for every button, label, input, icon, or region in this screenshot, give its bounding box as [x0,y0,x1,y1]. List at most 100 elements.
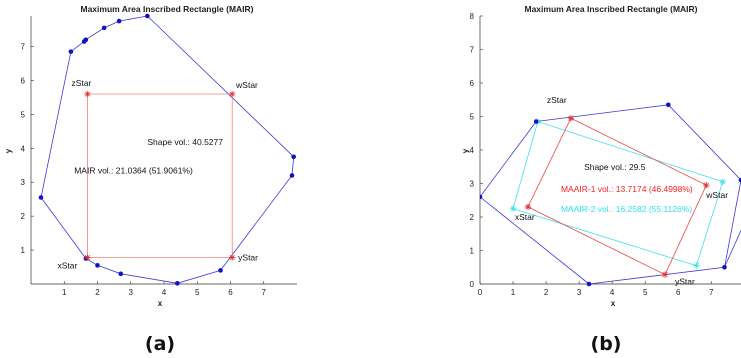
panel-b-annotation: MAAIR-1 vol.: 13.7174 (46.4998%) [561,184,693,194]
panel-b-ytick-label: 4 [470,146,475,155]
panel-b-plot: 0 1 2 3 4 5 6 7 0 1 2 3 4 5 6 7 8 xStar yStar wStar zStar Sha… [470,12,741,297]
panel-b-xtick-label: 6 [676,288,681,297]
panel-a-ytick-label: 6 [21,76,26,85]
panel-a-ytick-label: 5 [21,110,26,119]
panel-b-ytick-label: 2 [470,213,475,222]
panel-a-corner-label: yStar [238,253,258,263]
panel-a-corner-star [84,90,91,98]
panel-b: Maximum Area Inscribed Rectangle (MAIR) … [461,4,741,355]
caption-a: (a) [145,333,175,355]
panel-a-corner-star-glyph [228,254,236,261]
panel-b-title: Maximum Area Inscribed Rectangle (MAIR) [524,4,697,14]
panel-a-shape-point [118,271,124,277]
panel-a-shape-point [289,173,295,178]
panel-b-maair1-star-glyph [524,203,532,211]
panel-b-maair1-star-glyph [661,271,669,278]
panel-b-ytick-label: 3 [470,180,475,189]
panel-b-xlabel: x [611,299,616,308]
panel-a-plot: 1 2 3 4 5 6 7 1 2 3 4 5 6 7 xStar yStar wStar zStar Shape … [21,13,297,297]
panel-b-maair1-star [661,271,669,278]
panel-a-shape-point [38,195,44,200]
panel-a-ytick-label: 4 [21,144,26,153]
panel-a-shape-point [175,281,180,286]
panel-b-shape-point [586,281,592,287]
panel-b-maair1-star [703,181,710,189]
panel-a-corner-label: zStar [72,78,92,88]
panel-a-xtick-label: 7 [262,288,267,297]
panel-b-maair2-star [693,262,700,269]
panel-b-shape-edge [480,196,590,285]
panel-a-shape-point [68,49,74,54]
panel-a-corner-star [84,254,91,261]
panel-a-xtick-label: 6 [228,288,233,297]
panel-b-xtick-label: 1 [511,288,516,297]
panel-b-shape-point [738,177,741,183]
panel-a-ylabel: y [4,148,13,153]
panel-b-ylabel: y [461,148,470,153]
panel-b-xtick-label: 2 [544,288,549,297]
panel-a-xtick-label: 4 [162,288,167,297]
panel-b-ytick-label: 5 [470,113,475,122]
panel-a-xtick-label: 1 [62,288,67,297]
panel-b-shape-edge [724,230,741,268]
panel-b-corner-label: wStar [705,190,728,200]
caption-b: (b) [591,333,622,355]
panel-a-xtick-label: 3 [129,288,134,297]
panel-b-xtick-label: 3 [577,288,582,297]
panel-b-xtick-label: 7 [709,288,714,297]
panel-b-corner-label: yStar [675,277,695,287]
panel-a-xlabel: x [158,299,163,308]
panel-a-corner-star-glyph [228,90,236,98]
panel-a-xtick-label: 2 [95,288,100,297]
panel-b-corner-label: zStar [547,95,567,105]
panel-b-shape-point [480,194,483,200]
panel-a-annotation: Shape vol.: 40.5277 [147,137,223,147]
panel-a-shape-point [116,18,122,24]
panel-b-corner-label: xStar [515,212,535,222]
panel-b-annotation: Shape vol.: 29.5 [584,162,646,172]
panel-b-maair1-star-glyph [567,114,575,122]
panel-b-xtick-label: 4 [610,288,615,297]
panel-b-maair1-rectangle [527,117,707,276]
panel-b-maair1-star-glyph [703,181,710,189]
panel-b-ytick-label: 1 [470,247,475,256]
panel-b-maair2-star-glyph [509,205,517,212]
panel-b-plot-area [480,102,741,287]
panel-b-shape-point [722,264,727,270]
panel-b-shape-point [533,119,539,124]
panel-a-corner-star-glyph [84,254,91,261]
panel-a-annotation: MAIR vol.: 21.0364 (51.9061%) [74,166,193,176]
panel-b-maair1-star [524,203,532,211]
panel-a-shape-point [218,268,223,273]
panel-a-ytick-label: 1 [21,246,26,255]
panel-a-xtick-label: 5 [195,288,200,297]
panel-a-shape-point [95,263,100,268]
panel-a-shape-outline [40,15,295,284]
panel-a-corner-label: wStar [235,80,258,90]
panel-a-corner-star [228,254,236,261]
panel-a-title: Maximum Area Inscribed Rectangle (MAIR) [80,4,253,14]
panel-b-maair2-star [719,178,727,186]
panel-b-ytick-label: 7 [470,46,475,55]
panel-a-corner-star-glyph [84,90,91,98]
panel-a-corner-label: xStar [58,261,78,271]
panel-a-corner-star [228,90,236,98]
panel-b-maair2-star [509,205,517,212]
panel-b-shape-outline [480,104,741,285]
panel-a-ytick-label: 7 [21,43,26,52]
panel-b-maair1-star [567,114,575,122]
panel-b-ytick-label: 0 [470,280,475,289]
panel-b-maair2-star-glyph [693,262,700,269]
panel-b-xtick-label: 0 [478,288,483,297]
panel-b-annotation: MAAIR-2 vol.: 16.2582 (55.1126%) [561,204,692,214]
panel-a: Maximum Area Inscribed Rectangle (MAIR) … [4,4,297,355]
panel-b-maair2-star-glyph [719,178,727,186]
panel-a-ytick-label: 3 [21,178,26,187]
panel-a-shape-point [291,154,296,160]
panel-a-shape-point [145,13,150,19]
panel-b-ytick-label: 8 [470,12,475,21]
panel-a-shape-point [81,39,87,44]
panel-b-shape-point [666,102,671,108]
panel-a-mair-rectangle [87,93,233,258]
